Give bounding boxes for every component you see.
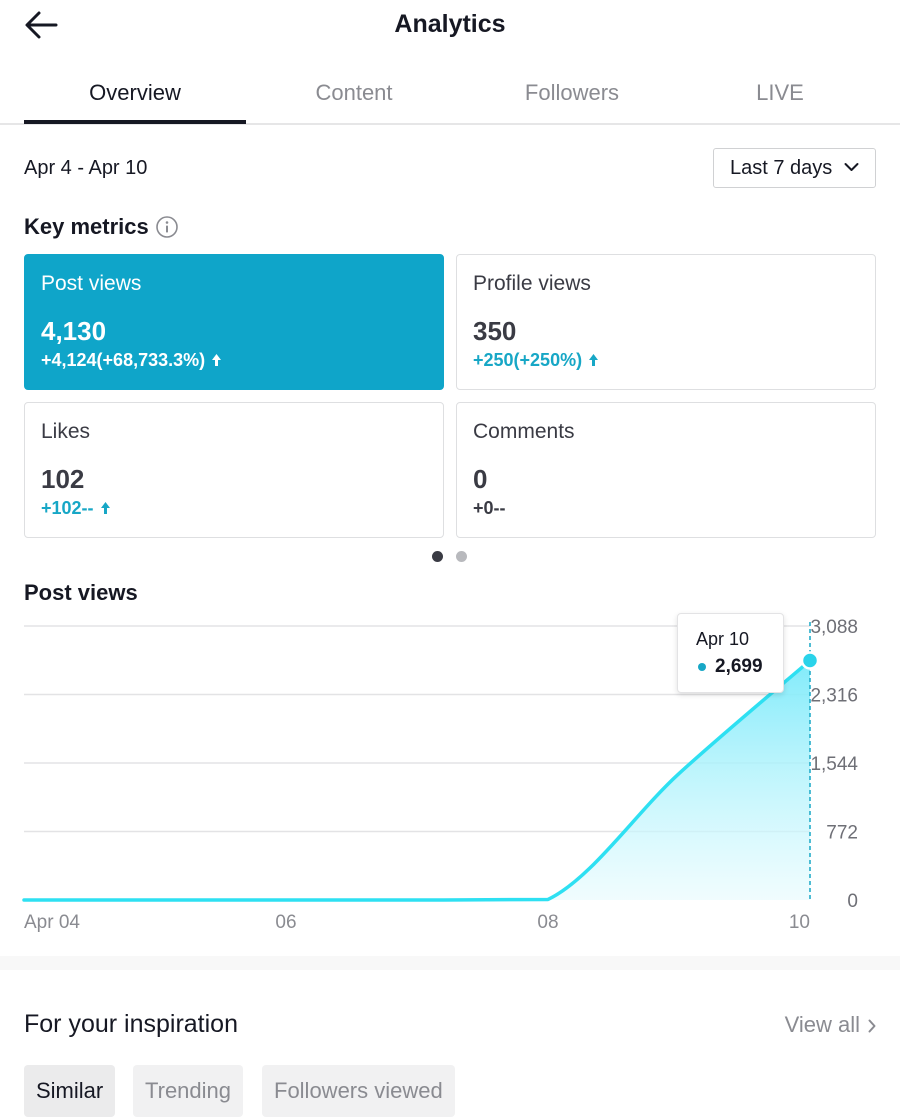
tooltip-dot-icon [698,663,706,671]
inspiration-title: For your inspiration [24,1010,238,1038]
arrow-up-icon [100,502,110,514]
metric-card-post-views[interactable]: Post views 4,130 +4,124(+68,733.3%) [24,254,444,390]
x-tick-label: 06 [275,912,296,933]
metric-value: 4,130 [41,316,107,346]
key-metrics-title: Key metrics [24,214,149,239]
chevron-right-icon [868,1019,876,1033]
view-all-link[interactable]: View all [785,1010,876,1040]
metric-delta: +4,124(+68,733.3%) [41,348,222,372]
y-tick-label: 772 [826,823,858,844]
metric-card-likes[interactable]: Likes 102 +102-- [24,402,444,538]
period-dropdown[interactable]: Last 7 days [713,148,876,188]
tooltip-value: 2,699 [715,656,763,677]
metric-card-profile-views[interactable]: Profile views 350 +250(+250%) [456,254,876,390]
chart-tooltip: Apr 10 2,699 [677,613,784,693]
metric-value: 0 [473,464,488,494]
metric-label: Post views [41,272,142,295]
y-tick-label: 3,088 [810,617,858,638]
chart-area-fill [24,660,810,900]
back-button[interactable] [22,8,62,42]
y-tick-label: 1,544 [810,754,858,775]
tooltip-date: Apr 10 [696,629,750,649]
tab-bar: Overview Content Followers LIVE [0,70,900,125]
arrow-up-icon [589,354,599,366]
y-tick-label: 2,316 [810,686,858,707]
tab-live[interactable]: LIVE [756,80,804,105]
page-title: Analytics [394,10,506,38]
arrow-up-icon [212,354,222,366]
top-bar: Analytics [0,0,900,56]
info-icon[interactable] [155,215,179,239]
section-divider [0,956,900,970]
x-tick-label: 10 [789,912,810,933]
metric-label: Profile views [473,272,591,295]
chevron-down-icon [844,163,859,171]
pager-dot[interactable] [456,551,467,562]
metric-label: Comments [473,420,575,443]
chart-title: Post views [24,580,138,605]
x-tick-label: Apr 04 [24,912,80,933]
tab-content[interactable]: Content [315,80,393,105]
x-tick-label: 08 [537,912,558,933]
metric-value: 350 [473,316,517,346]
metric-delta: +102-- [41,496,111,520]
metric-delta: +250(+250%) [473,348,599,372]
date-range: Apr 4 - Apr 10 [24,157,148,179]
y-tick-label: 0 [847,891,858,912]
active-tab-indicator [24,120,246,124]
chip-trending[interactable]: Trending [133,1065,244,1117]
chart-series-line [22,658,812,902]
period-dropdown-value: Last 7 days [730,157,833,179]
metric-value: 102 [41,464,85,494]
chip-followers-viewed[interactable]: Followers viewed [262,1065,455,1117]
tab-overview[interactable]: Overview [89,80,181,105]
metric-label: Likes [41,420,91,443]
metric-delta: +0-- [473,498,506,518]
chart-data-point[interactable] [800,651,820,670]
chip-similar[interactable]: Similar [24,1065,116,1117]
metric-card-comments[interactable]: Comments 0 +0-- [456,402,876,538]
pager-dot-active[interactable] [432,551,443,562]
tab-followers[interactable]: Followers [524,80,620,105]
arrow-left-icon [25,11,58,39]
